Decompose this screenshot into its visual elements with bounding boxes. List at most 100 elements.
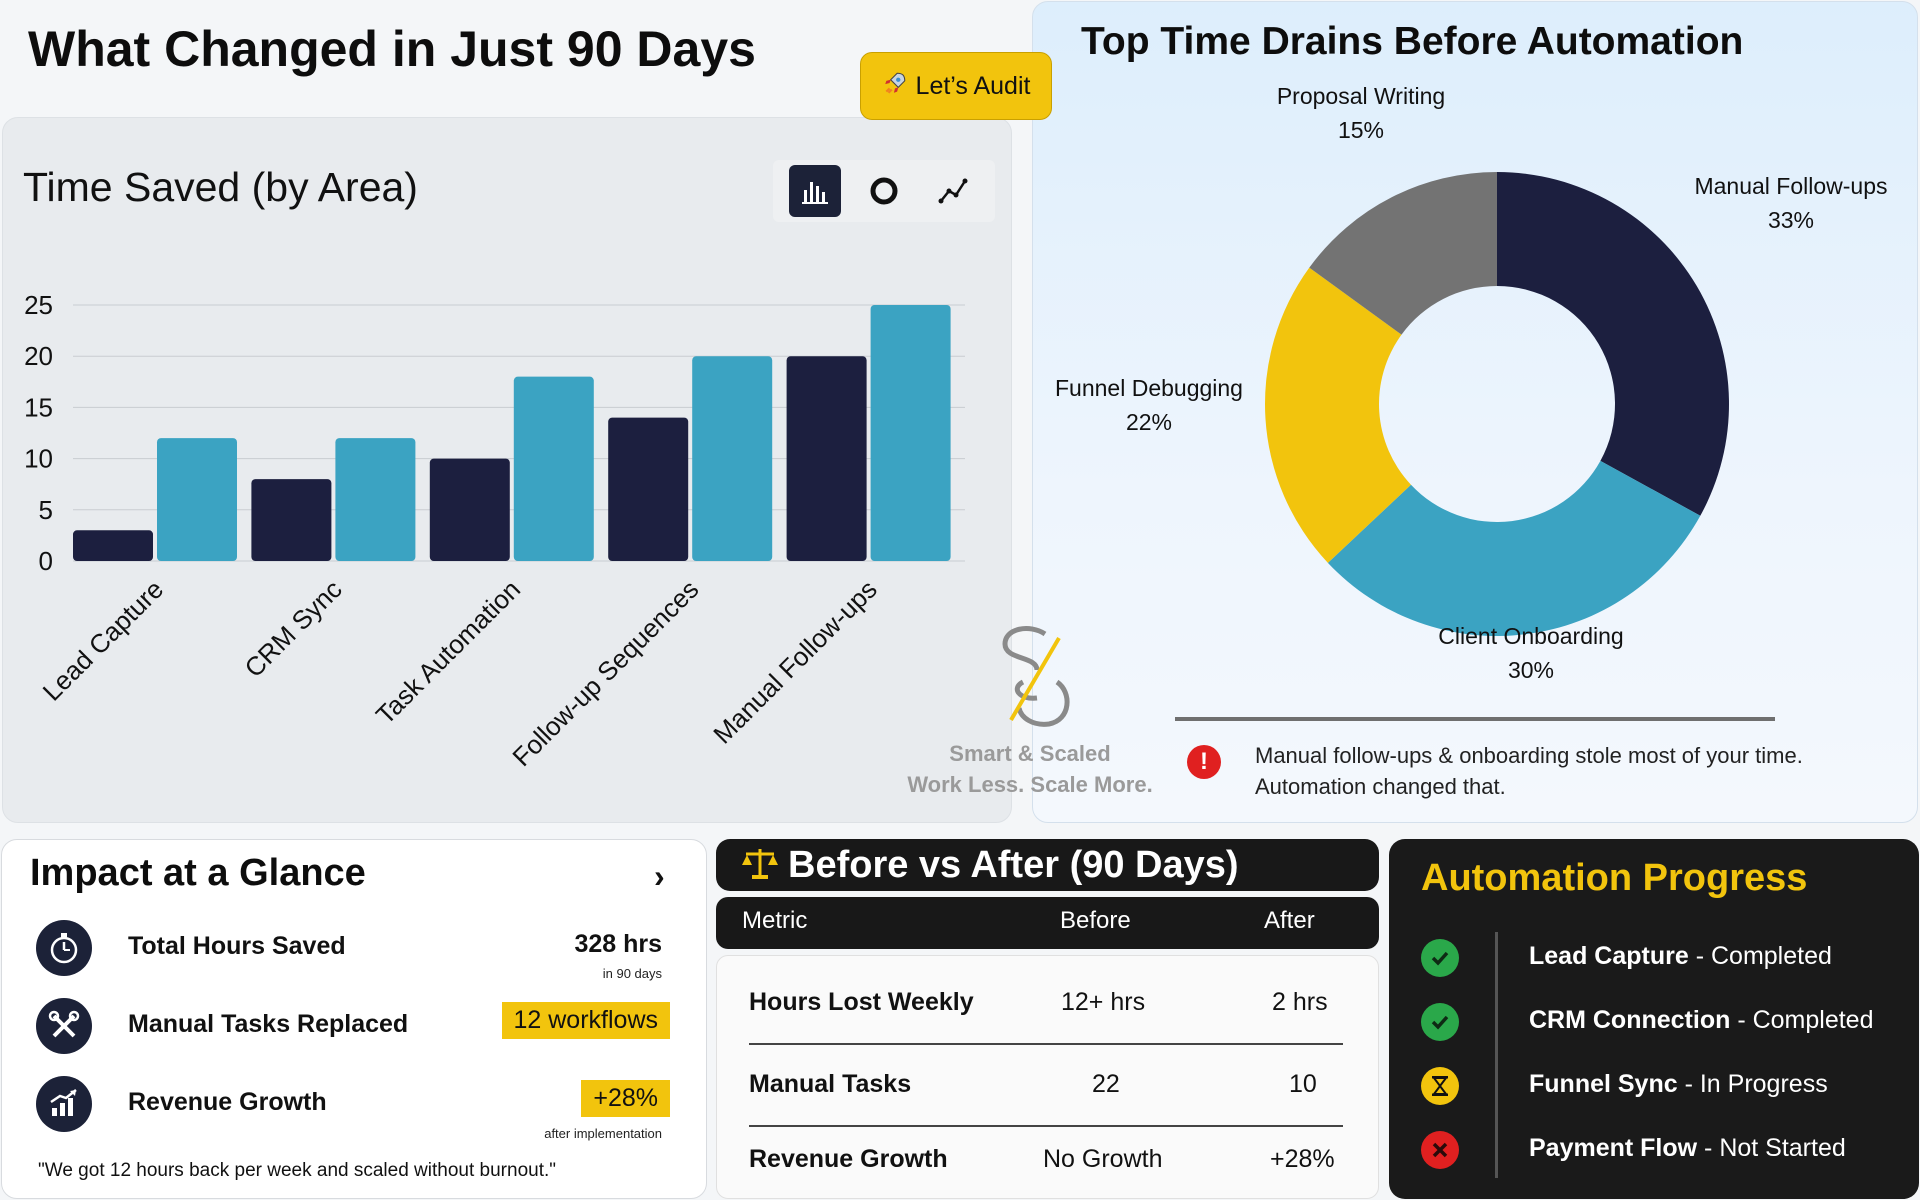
impact-panel: Impact at a Glance › Total Hours Saved 3…: [1, 839, 707, 1199]
impact-sub-revenue: after implementation: [544, 1126, 662, 1141]
progress-item-status: In Progress: [1699, 1070, 1828, 1098]
automation-progress-title: Automation Progress: [1421, 857, 1808, 899]
bar-chart-icon: [802, 182, 829, 204]
lets-audit-button[interactable]: Let’s Audit: [860, 52, 1052, 120]
impact-value-hours: 328 hrs: [574, 930, 662, 958]
bar[interactable]: [786, 356, 867, 561]
rocket-icon: [882, 70, 908, 103]
lets-audit-label: Let’s Audit: [915, 71, 1031, 100]
table-cell-metric: Manual Tasks: [749, 1070, 912, 1098]
slice-label: Proposal Writing: [1277, 83, 1445, 109]
bar[interactable]: [608, 417, 689, 561]
slice-percent-label: 22%: [1126, 409, 1172, 435]
bar[interactable]: [73, 530, 153, 561]
column-header-metric: Metric: [742, 907, 808, 934]
impact-label-hours: Total Hours Saved: [128, 932, 346, 960]
y-tick-label: 15: [24, 392, 53, 422]
watermark-logo: Smart & Scaled Work Less. Scale More.: [880, 620, 1180, 820]
column-header-before: Before: [1060, 907, 1131, 934]
bar[interactable]: [335, 438, 416, 561]
donut-slice[interactable]: [1309, 172, 1497, 335]
donut-slice[interactable]: [1497, 172, 1729, 516]
bar[interactable]: [513, 376, 594, 561]
check-icon: [1421, 939, 1459, 977]
donut-slice[interactable]: [1265, 267, 1411, 563]
progress-item-status: Not Started: [1719, 1134, 1846, 1162]
chevron-right-icon[interactable]: ›: [654, 858, 665, 894]
bar[interactable]: [157, 438, 237, 561]
x-tick-label: Task Automation: [370, 574, 526, 730]
bar[interactable]: [692, 356, 773, 561]
line-chart-icon: [938, 178, 968, 204]
slice-label: Manual Follow-ups: [1694, 173, 1887, 199]
bar[interactable]: [429, 458, 510, 561]
time-saved-bar-chart: 0 5 10 15 20 25 Lead Capture CRM Sync Task Autom…: [24, 290, 965, 772]
progress-item-lead-capture: Lead Capture - Completed: [1529, 942, 1832, 970]
slice-label: Client Onboarding: [1438, 623, 1623, 649]
impact-sub-hours: in 90 days: [602, 966, 662, 981]
alert-icon: !: [1187, 745, 1221, 779]
chart-type-switcher: [773, 160, 995, 222]
progress-item-status: Completed: [1710, 942, 1832, 970]
y-tick-label: 0: [39, 546, 53, 576]
column-header-after: After: [1264, 907, 1315, 934]
y-tick-label: 5: [39, 495, 53, 525]
check-icon: [1421, 1003, 1459, 1041]
x-tick-label: Follow-up Sequences: [506, 574, 704, 772]
divider: [1175, 717, 1775, 721]
bar[interactable]: [251, 479, 332, 561]
impact-label-tasks: Manual Tasks Replaced: [128, 1010, 409, 1038]
time-drains-donut-chart: Manual Follow-ups 33% Client Onboarding 30%…: [1055, 83, 1888, 683]
y-tick-label: 20: [24, 341, 53, 371]
page-title: What Changed in Just 90 Days: [28, 21, 756, 77]
time-drains-panel: Manual Follow-ups 33% Client Onboarding 30%…: [1032, 1, 1918, 823]
tools-icon: [36, 998, 92, 1054]
progress-item-status: Completed: [1752, 1006, 1874, 1034]
progress-item-payment-flow: Payment Flow - Not Started: [1529, 1134, 1846, 1162]
impact-value-revenue: +28%: [581, 1080, 670, 1117]
watermark-line-2: Work Less. Scale More.: [907, 772, 1153, 797]
row-divider: [749, 1043, 1343, 1045]
table-cell-before: No Growth: [1043, 1145, 1163, 1173]
slice-percent-label: 30%: [1508, 657, 1554, 683]
slice-label: Funnel Debugging: [1055, 375, 1243, 401]
x-tick-label: Lead Capture: [37, 574, 170, 707]
growth-chart-icon: [36, 1076, 92, 1132]
impact-title: Impact at a Glance: [30, 852, 366, 894]
donut-slice[interactable]: [1327, 460, 1701, 636]
slice-percent-label: 33%: [1768, 207, 1814, 233]
impact-value-tasks: 12 workflows: [501, 1002, 670, 1039]
bar-chart-button[interactable]: [789, 165, 842, 217]
hourglass-icon: [1421, 1067, 1459, 1105]
table-cell-metric: Hours Lost Weekly: [749, 988, 974, 1016]
progress-item-crm-connection: CRM Connection - Completed: [1529, 1006, 1874, 1034]
table-cell-after: 2 hrs: [1272, 988, 1328, 1016]
row-divider: [749, 1125, 1343, 1127]
progress-item-name: Payment Flow: [1529, 1134, 1698, 1162]
donut-chart-icon: [870, 177, 898, 205]
testimonial-quote: "We got 12 hours back per week and scale…: [38, 1160, 557, 1181]
slice-percent-label: 15%: [1338, 117, 1384, 143]
before-after-table: Hours Lost Weekly 12+ hrs 2 hrs Manual T…: [716, 955, 1379, 1199]
before-after-title-bar: Before vs After (90 Days): [716, 839, 1379, 891]
time-saved-panel: 0 5 10 15 20 25 Lead Capture CRM Sync Task Autom…: [2, 117, 1012, 823]
before-after-header-row: Metric Before After: [716, 897, 1379, 949]
line-chart-button[interactable]: [927, 165, 979, 217]
y-tick-label: 10: [24, 444, 53, 474]
x-tick-label: Manual Follow-ups: [707, 574, 883, 750]
progress-item-name: Lead Capture: [1529, 942, 1689, 970]
bar[interactable]: [870, 305, 951, 561]
table-cell-before: 12+ hrs: [1061, 988, 1146, 1016]
before-after-title: Before vs After (90 Days): [788, 843, 1239, 886]
x-tick-label: CRM Sync: [239, 574, 348, 683]
donut-chart-button[interactable]: [858, 165, 910, 217]
y-tick-label: 25: [24, 290, 53, 320]
time-drains-title: Top Time Drains Before Automation: [1081, 20, 1744, 63]
progress-item-funnel-sync: Funnel Sync - In Progress: [1529, 1070, 1828, 1098]
scales-icon: [740, 843, 780, 888]
progress-item-name: Funnel Sync: [1529, 1070, 1678, 1098]
time-saved-title: Time Saved (by Area): [23, 164, 418, 210]
table-cell-after: +28%: [1270, 1145, 1335, 1173]
table-cell-metric: Revenue Growth: [749, 1145, 948, 1173]
timeline-line: [1495, 932, 1498, 1178]
